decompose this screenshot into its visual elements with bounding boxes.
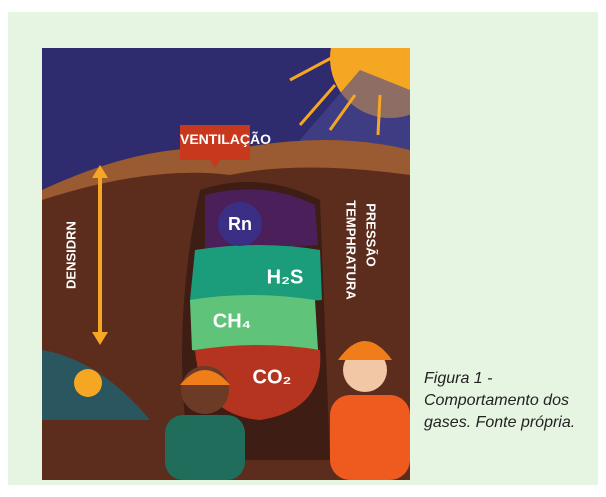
gas-label: Rn bbox=[228, 214, 252, 234]
figure-caption: Figura 1 - Comportamento dos gases. Font… bbox=[424, 368, 594, 434]
ventilation-label: VENTILAÇÃO bbox=[180, 130, 271, 147]
gas-label: CH₄ bbox=[213, 310, 251, 332]
density-label: DENSIDRN bbox=[63, 221, 78, 289]
pressure-label: PRESSÃO bbox=[364, 203, 379, 267]
gas-label: H₂S bbox=[267, 266, 304, 288]
illustration: VENTILAÇÃO DENSIDRN TEMPHRATURA PRESSÃO … bbox=[42, 0, 450, 480]
page: {"figure": { "illustration": { "ventilat… bbox=[0, 0, 606, 497]
temperature-label: TEMPHRATURA bbox=[344, 200, 359, 300]
gas-label: CO₂ bbox=[253, 366, 292, 388]
